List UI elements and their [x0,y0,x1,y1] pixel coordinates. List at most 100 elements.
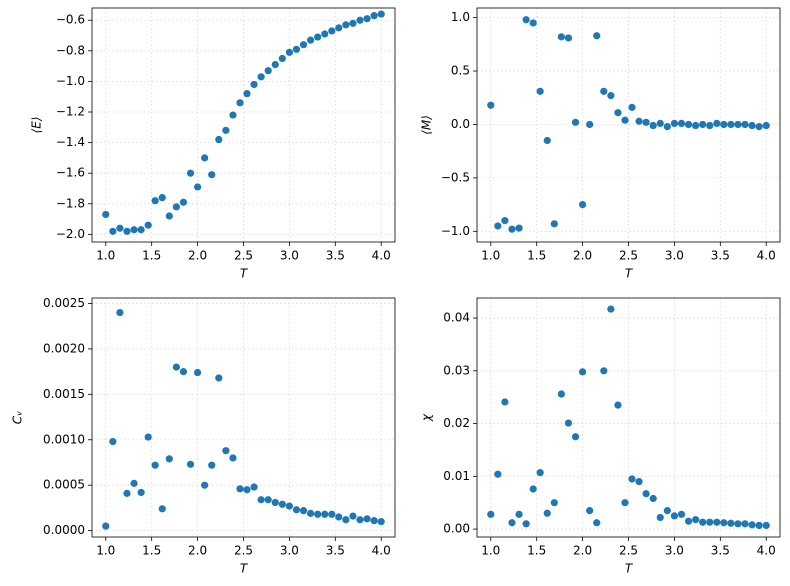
y-tick-label: 0.01 [443,469,470,483]
point [578,201,587,209]
point [571,118,580,126]
x-tick-label: 2.0 [188,249,207,263]
y-tick-label: −1.0 [56,74,85,88]
point [550,499,558,507]
point [600,367,608,375]
point [628,475,636,483]
point [165,455,173,463]
point [321,30,329,38]
point [179,198,188,206]
y-tick-label: 0.5 [451,64,470,78]
point [692,515,700,524]
x-tick-label: 1.0 [481,544,500,558]
subplot: 1.0 1.5 2.0 2.5 3.0 3.5 4.0 −2.0 −1.8 −1.6 −1.4 −1.… [30,7,396,281]
point [578,368,587,376]
point [670,119,679,127]
point [257,73,265,81]
point [663,123,671,131]
y-tick-label: −0.8 [56,43,85,57]
point [727,519,735,527]
x-tick-label: 1.5 [142,249,161,263]
y-axis-label: ⟨E⟩ [30,117,44,134]
point [151,197,159,205]
point [299,41,308,49]
y-tick-label: 0.0 [451,117,470,131]
x-tick-label: 3.0 [665,544,684,558]
y-tick-label: 0.04 [443,311,470,325]
point [663,507,671,515]
y-tick-label: 0.0015 [43,387,85,401]
point [635,478,643,486]
point [635,117,643,125]
point [278,54,286,63]
point [734,120,742,129]
point [243,486,251,494]
point [264,67,272,75]
point [529,485,537,493]
y-tick-label: −2.0 [56,227,85,241]
point [356,516,364,524]
point [264,496,272,504]
y-tick-label: −0.6 [56,13,85,27]
point [487,101,495,109]
point [229,111,237,119]
point [755,521,763,529]
point [229,454,237,462]
point [684,120,693,129]
x-axis-label: T [240,562,249,576]
point [328,510,336,518]
point [748,121,756,130]
point [536,87,544,95]
x-tick-label: 2.5 [234,544,253,558]
point [172,203,180,211]
point [586,120,594,129]
point [271,498,279,507]
point [314,33,322,41]
point [642,490,650,498]
point [335,513,343,521]
point [285,48,294,56]
point [614,109,622,117]
point [349,19,357,27]
subplot: 1.0 1.5 2.0 2.5 3.0 3.5 4.0 0.00 0.01 0.02 0.03 0.0… [420,297,781,576]
point [543,509,551,517]
point [501,398,509,406]
point [600,87,608,95]
point [102,522,110,530]
y-tick-label: −1.4 [56,135,85,149]
point [550,220,558,228]
point [123,489,131,497]
point [494,222,502,230]
point [670,512,679,520]
point [720,120,728,129]
point [193,368,202,377]
point [487,510,495,518]
point [201,154,209,162]
x-tick-label: 3.5 [711,249,730,263]
subplot: 1.0 1.5 2.0 2.5 3.0 3.5 4.0 −1.0 −0.5 0.0 0.5 1.0 T ⟨… [420,7,781,281]
y-tick-label: 0.0025 [43,296,85,310]
point [706,518,714,526]
point [172,363,180,371]
point [222,447,230,455]
point [193,183,202,191]
x-tick-label: 1.0 [96,249,115,263]
point [165,212,173,220]
subplot: 1.0 1.5 2.0 2.5 3.0 3.5 4.0 0.0000 0.0005 0.0010 0… [11,296,396,576]
y-tick-label: 0.0010 [43,432,85,446]
point [557,33,565,41]
point [257,496,265,504]
x-tick-label: 1.0 [481,249,500,263]
point [278,500,286,508]
x-tick-label: 2.5 [234,249,253,263]
point [208,171,216,179]
point [677,119,686,127]
y-tick-label: 0.03 [443,363,470,377]
axes-frame [91,297,396,538]
point [684,517,693,525]
x-tick-label: 3.5 [326,249,345,263]
point [536,469,544,477]
point [734,520,742,528]
point [741,520,749,528]
